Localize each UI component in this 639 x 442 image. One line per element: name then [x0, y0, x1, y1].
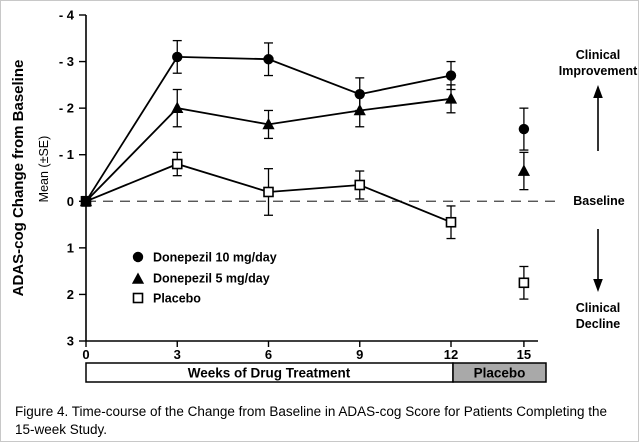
legend-donepezil-5-label: Donepezil 5 mg/day — [153, 272, 270, 286]
decline-down-arrowhead-icon — [593, 279, 603, 292]
marker-donepezil-10-mg-day — [518, 123, 530, 135]
y-tick-label: - 3 — [59, 54, 74, 69]
y-axis-subtitle: Mean (±SE) — [37, 136, 51, 203]
clinical-improvement-label-line1: Clinical — [576, 48, 620, 62]
y-tick-label: - 4 — [59, 8, 75, 23]
clinical-improvement-label-line2: Improvement — [559, 64, 638, 78]
marker-donepezil-5-mg-day — [171, 101, 184, 113]
marker-donepezil-10-mg-day — [354, 88, 365, 100]
y-tick-label: - 1 — [59, 147, 74, 162]
y-tick-label: 2 — [67, 287, 74, 302]
marker-donepezil-10-mg-day — [80, 196, 92, 207]
marker-placebo — [171, 158, 183, 170]
legend-placebo-label: Placebo — [153, 292, 201, 306]
x-tick-label: 15 — [517, 347, 531, 362]
y-tick-label: 3 — [67, 334, 74, 349]
y-tick-label: 0 — [67, 194, 74, 209]
marker-placebo — [518, 277, 530, 289]
placebo-washout-bar — [452, 362, 547, 383]
marker-placebo — [263, 186, 274, 198]
placebo-washout-label: Placebo — [474, 366, 526, 381]
baseline-label: Baseline — [573, 194, 624, 208]
x-tick-label: 6 — [265, 347, 272, 362]
x-tick-label: 0 — [82, 347, 89, 362]
legend-filled-triangle-icon — [131, 272, 145, 284]
x-tick-label: 9 — [356, 347, 363, 362]
y-axis-title: ADAS-cog Change from Baseline — [10, 60, 27, 297]
improvement-up-arrowhead-icon — [593, 85, 603, 98]
marker-donepezil-10-mg-day — [263, 54, 274, 65]
marker-donepezil-5-mg-day — [517, 164, 530, 176]
y-tick-label: 1 — [67, 240, 74, 255]
x-tick-label: 3 — [174, 347, 181, 362]
legend-donepezil-10-label: Donepezil 10 mg/day — [153, 251, 277, 265]
legend-open-square-icon — [132, 292, 144, 304]
marker-donepezil-5-mg-day — [444, 92, 458, 104]
weeks-of-drug-treatment-label: Weeks of Drug Treatment — [188, 366, 351, 381]
clinical-decline-label-line2: Decline — [576, 317, 621, 331]
marker-donepezil-5-mg-day — [262, 117, 275, 130]
clinical-decline-label-line1: Clinical — [576, 301, 620, 315]
clinical-annotations: Clinical Improvement Baseline Clinical D… — [559, 48, 638, 331]
marker-donepezil-10-mg-day — [172, 51, 183, 63]
legend-filled-circle-icon — [132, 251, 144, 263]
marker-donepezil-10-mg-day — [445, 70, 457, 81]
y-tick-label: - 2 — [59, 101, 74, 116]
legend: Donepezil 10 mg/day Donepezil 5 mg/day P… — [131, 251, 277, 306]
marker-placebo — [445, 216, 457, 228]
x-tick-label: 12 — [444, 347, 458, 362]
marker-placebo — [354, 179, 366, 191]
figure-caption: Figure 4. Time-course of the Change from… — [15, 404, 608, 437]
treatment-period-bars: Weeks of Drug Treatment Placebo — [85, 362, 547, 383]
